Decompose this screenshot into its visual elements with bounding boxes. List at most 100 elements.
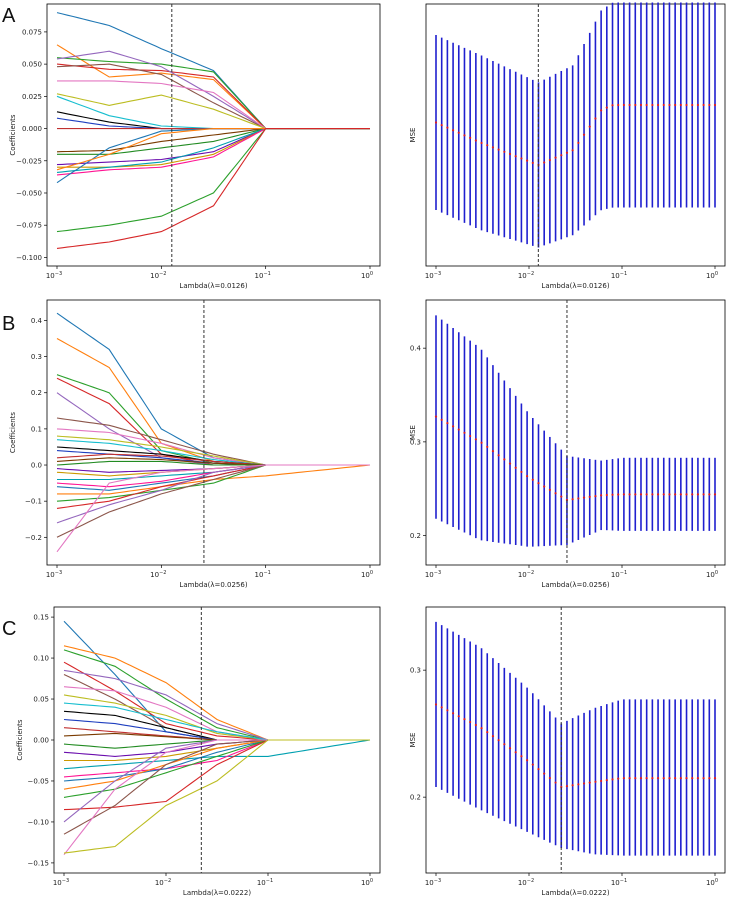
c-mse-mse-point xyxy=(691,777,694,780)
a-mse-mse-point xyxy=(554,156,557,159)
panel-letter-a: A xyxy=(2,5,16,27)
a-mse-mse-point xyxy=(685,103,688,107)
chart-b-mse: 10−3 10−2 10−1 100 0.2 0.3 0.4 Lambda(λ=0.0256)… xyxy=(409,299,726,589)
c-mse-mse-point xyxy=(548,776,551,780)
b-mse-ylabel: MSE xyxy=(409,425,417,440)
a-mse-xtick-label: 100 xyxy=(706,271,718,280)
b-mse-mse-point xyxy=(668,493,671,496)
a-mse-mse-point xyxy=(634,103,637,107)
b-mse-mse-point xyxy=(702,493,705,496)
c-mse-mse-point xyxy=(696,777,700,780)
a-coef-coef-path xyxy=(56,128,370,166)
b-mse-mse-point xyxy=(611,493,614,496)
b-mse-xtick-label: 10−1 xyxy=(611,570,627,579)
c-mse-mse-point xyxy=(434,703,438,706)
b-mse-mse-point xyxy=(708,493,711,496)
a-coef-ytick-label: 0.050 xyxy=(22,61,42,69)
a-mse-mse-point xyxy=(503,150,506,153)
b-mse-mse-point xyxy=(634,493,637,496)
a-mse-mse-point xyxy=(600,109,603,112)
b-coef-axes-frame xyxy=(46,299,381,566)
c-mse-mse-point xyxy=(480,727,483,730)
b-mse-mse-point xyxy=(617,493,620,496)
a-mse-mse-point xyxy=(571,149,574,152)
chart-b-coefficients: 10−3 10−2 10−1 100 −0.2 −0.1 0.0 0.1 0.2 0.3 0.4 La… xyxy=(9,299,381,589)
a-coef-coef-path xyxy=(56,128,370,249)
a-coef-xtick-label: 10−3 xyxy=(46,271,62,280)
c-mse-axes-frame xyxy=(425,606,726,874)
c-mse-mse-point xyxy=(639,777,643,780)
c-mse-mse-point xyxy=(508,747,512,750)
b-mse-mse-point xyxy=(451,425,455,428)
a-mse-mse-point xyxy=(514,155,517,158)
c-coef-ytick-label: −0.10 xyxy=(28,818,49,826)
a-coef-coef-path xyxy=(56,50,370,130)
c-mse-mse-point xyxy=(594,780,597,783)
b-coef-xtick-label: 10−3 xyxy=(46,570,62,579)
c-mse-mse-point xyxy=(605,779,608,782)
a-coef-ytick-label: −0.100 xyxy=(16,254,42,262)
b-mse-axes-frame xyxy=(425,299,726,566)
c-coef-xtick-label: 10−3 xyxy=(53,878,69,887)
c-mse-mse-point xyxy=(531,763,534,766)
b-coef-xtick-label: 100 xyxy=(361,570,373,579)
a-coef-coef-path xyxy=(56,12,370,130)
c-mse-mse-point xyxy=(554,781,557,784)
c-mse-mse-point xyxy=(543,772,546,775)
c-mse-ytick-label: 0.3 xyxy=(410,667,421,675)
c-mse-mse-point xyxy=(617,777,620,780)
a-coef-xlabel: Lambda(λ=0.0126) xyxy=(179,282,247,290)
a-mse-mse-point xyxy=(486,144,489,147)
a-mse-mse-point xyxy=(594,117,597,120)
a-mse-mse-point xyxy=(605,106,608,109)
c-mse-mse-point xyxy=(668,777,671,780)
a-mse-mse-point xyxy=(469,136,472,139)
a-mse-mse-point xyxy=(543,161,546,164)
b-mse-mse-point xyxy=(520,470,523,474)
c-mse-mse-point xyxy=(497,739,500,742)
c-mse-mse-point xyxy=(708,777,711,780)
b-mse-mse-point xyxy=(446,421,449,425)
a-mse-mse-point xyxy=(463,134,466,137)
b-mse-mse-point xyxy=(622,493,625,496)
a-mse-mse-point xyxy=(713,103,717,107)
c-mse-mse-point xyxy=(713,777,717,780)
a-mse-mse-point xyxy=(451,129,455,132)
c-coef-coef-path xyxy=(63,661,370,741)
c-mse-mse-point xyxy=(651,777,654,780)
c-coef-coef-path xyxy=(63,702,370,741)
b-coef-xtick-label: 10−2 xyxy=(150,570,166,579)
a-mse-mse-point xyxy=(639,103,643,107)
c-coef-ytick-label: 0.10 xyxy=(33,655,49,663)
c-mse-mse-point xyxy=(645,777,648,780)
b-coef-ytick-label: −0.2 xyxy=(25,534,42,542)
b-coef-ytick-label: 0.4 xyxy=(31,317,43,325)
c-coef-xlabel: Lambda(λ=0.0222) xyxy=(183,889,251,897)
b-mse-mse-point xyxy=(469,434,472,438)
a-mse-mse-point xyxy=(668,103,671,107)
c-coef-coef-path xyxy=(63,649,370,741)
c-mse-mse-point xyxy=(577,783,580,786)
a-mse-mse-point xyxy=(457,131,460,134)
b-mse-ytick-label: 0.4 xyxy=(410,345,422,353)
b-mse-mse-point xyxy=(696,493,700,496)
b-coef-coef-path xyxy=(56,374,370,466)
b-mse-mse-point xyxy=(480,441,483,444)
c-coef-coef-path xyxy=(64,739,370,762)
a-mse-mse-point xyxy=(531,161,534,164)
b-coef-ylabel: Coefficients xyxy=(9,412,17,454)
c-mse-xlabel: Lambda(λ=0.0222) xyxy=(541,889,609,897)
b-mse-mse-point xyxy=(691,493,694,496)
b-mse-mse-point xyxy=(440,418,443,421)
a-coef-coef-path xyxy=(56,111,370,130)
c-coef-xtick-label: 10−1 xyxy=(257,878,273,887)
b-coef-xlabel: Lambda(λ=0.0256) xyxy=(179,581,247,589)
b-mse-mse-point xyxy=(571,498,574,501)
a-mse-mse-point xyxy=(548,158,551,162)
c-mse-mse-point xyxy=(634,777,637,780)
a-coef-ytick-label: −0.075 xyxy=(16,222,42,230)
c-coef-ytick-label: −0.15 xyxy=(28,859,49,867)
c-mse-mse-point xyxy=(451,712,455,715)
b-mse-mse-point xyxy=(497,454,500,457)
